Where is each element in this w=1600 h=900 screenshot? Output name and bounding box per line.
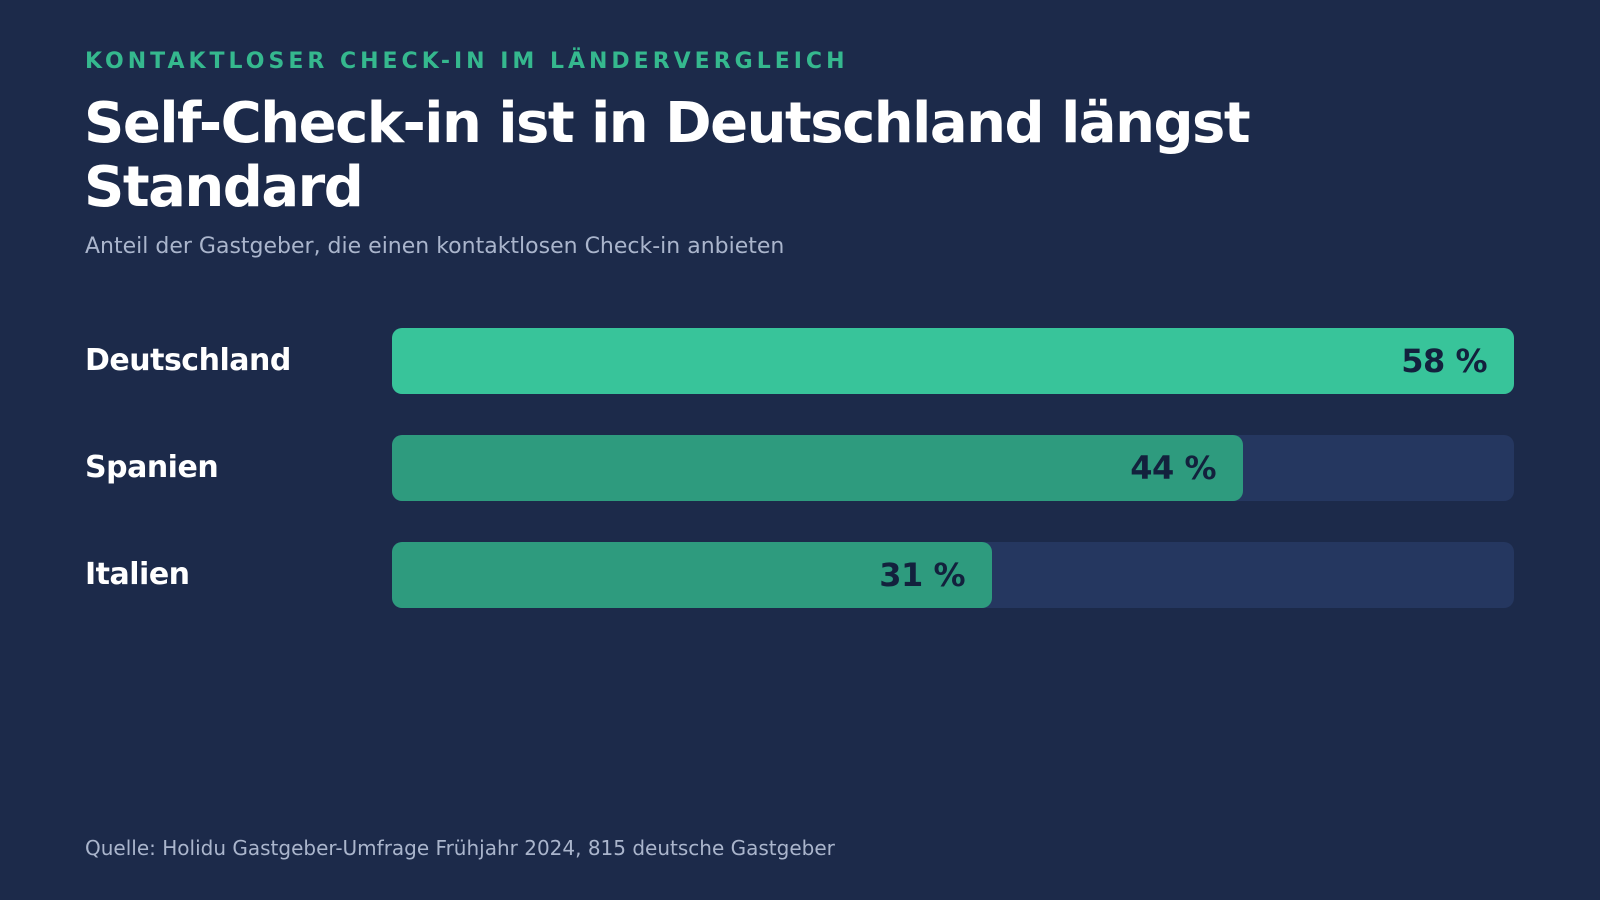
- bar-track: 31 %: [392, 542, 1514, 608]
- chart-title: Self-Check-in ist in Deutschland längst …: [84, 91, 1251, 220]
- chart-source-note: Quelle: Holidu Gastgeber-Umfrage Frühjah…: [85, 836, 835, 860]
- bar: [392, 328, 1514, 394]
- chart-subtitle: Anteil der Gastgeber, die einen kontaktl…: [85, 234, 785, 259]
- bar-track: 44 %: [392, 435, 1514, 501]
- chart-eyebrow: KONTAKTLOSER CHECK-IN IM LÄNDERVERGLEICH: [85, 49, 849, 74]
- bar-value-label: 44 %: [1130, 449, 1216, 487]
- category-label: Italien: [85, 557, 190, 592]
- bar-value-label: 31 %: [879, 556, 965, 594]
- bar: [392, 542, 992, 608]
- category-label: Spanien: [85, 450, 219, 485]
- bar: [392, 435, 1243, 501]
- bar-track: 58 %: [392, 328, 1514, 394]
- category-label: Deutschland: [85, 343, 291, 378]
- bar-value-label: 58 %: [1401, 342, 1487, 380]
